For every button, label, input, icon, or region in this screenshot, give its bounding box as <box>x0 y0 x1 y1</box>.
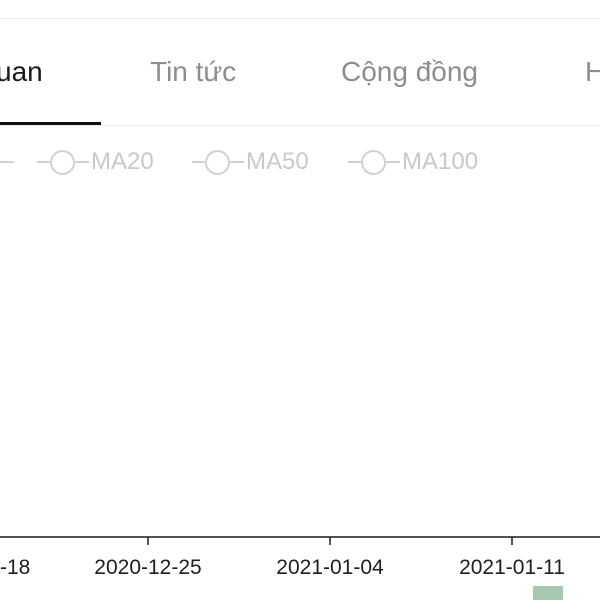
legend-label-ma100: MA100 <box>402 148 479 175</box>
volume-swatch <box>533 586 563 600</box>
active-tab-indicator <box>0 122 101 126</box>
candlestick-chart[interactable]: -18 2020-12-25 2021-01-04 2021-01-11 <box>0 200 600 600</box>
toggle-icon <box>0 142 14 182</box>
legend-item-ma50[interactable]: MA50 <box>192 142 309 182</box>
tab-divider <box>0 125 600 126</box>
x-tick-label: -18 <box>0 556 30 579</box>
legend-item-cutoff[interactable] <box>0 142 14 182</box>
x-tick-label: 2020-12-25 <box>94 556 201 579</box>
toggle-icon <box>348 142 400 182</box>
legend-item-ma100[interactable]: MA100 <box>348 142 478 182</box>
tab-bar: uan Tin tức Cộng đồng H <box>0 40 600 125</box>
x-tick-label: 2021-01-04 <box>276 556 384 579</box>
indicator-legend: MA20 MA50 MA100 <box>0 142 600 182</box>
legend-item-ma20[interactable]: MA20 <box>37 142 154 182</box>
toggle-icon <box>37 142 89 182</box>
tab-overview[interactable]: uan <box>0 56 43 87</box>
tab-more[interactable]: H <box>585 56 600 87</box>
legend-label-ma50: MA50 <box>246 148 309 175</box>
toggle-icon <box>192 142 244 182</box>
x-tick-label: 2021-01-11 <box>459 556 565 579</box>
tab-community[interactable]: Cộng đồng <box>341 56 479 87</box>
tab-news[interactable]: Tin tức <box>150 56 237 87</box>
x-ticks: -18 2020-12-25 2021-01-04 2021-01-11 <box>0 537 565 579</box>
legend-label-ma20: MA20 <box>91 148 154 175</box>
top-border <box>0 18 600 19</box>
